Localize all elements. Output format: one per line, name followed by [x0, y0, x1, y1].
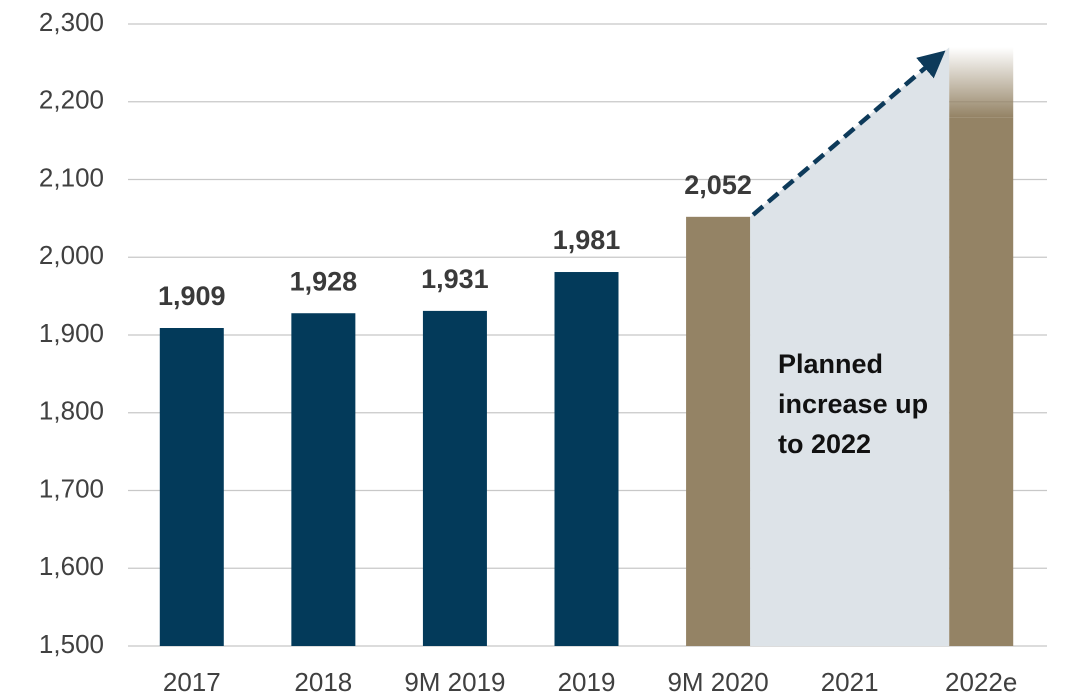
- value-label: 1,931: [421, 264, 489, 294]
- annotation: Planned increase up to 2022: [778, 349, 929, 459]
- value-label: 1,981: [553, 225, 621, 255]
- y-tick-label: 1,900: [39, 318, 104, 348]
- x-tick-label: 9M 2019: [404, 667, 505, 697]
- x-tick-label: 2022e: [945, 667, 1017, 697]
- x-tick-label: 2021: [821, 667, 879, 697]
- x-tick-label: 2017: [163, 667, 221, 697]
- y-tick-label: 1,800: [39, 396, 104, 426]
- bar: [159, 328, 224, 646]
- forecast-area: [750, 47, 950, 646]
- bar: [422, 310, 487, 646]
- x-tick-label: 2019: [558, 667, 616, 697]
- y-tick-label: 2,300: [39, 7, 104, 37]
- y-tick-label: 2,200: [39, 85, 104, 115]
- value-label: 2,052: [684, 170, 752, 200]
- bar-fade: [949, 47, 1014, 118]
- y-tick-label: 1,500: [39, 629, 104, 659]
- bar: [949, 117, 1014, 646]
- y-tick-label: 1,700: [39, 473, 104, 503]
- x-tick-label: 9M 2020: [667, 667, 768, 697]
- value-label: 1,909: [158, 281, 226, 311]
- y-tick-label: 1,600: [39, 551, 104, 581]
- value-label: 1,928: [290, 266, 358, 296]
- bar: [554, 272, 619, 646]
- x-tick-label: 2018: [294, 667, 352, 697]
- bar: [686, 216, 751, 646]
- y-tick-label: 2,000: [39, 240, 104, 270]
- y-tick-label: 2,100: [39, 162, 104, 192]
- bar: [291, 313, 356, 646]
